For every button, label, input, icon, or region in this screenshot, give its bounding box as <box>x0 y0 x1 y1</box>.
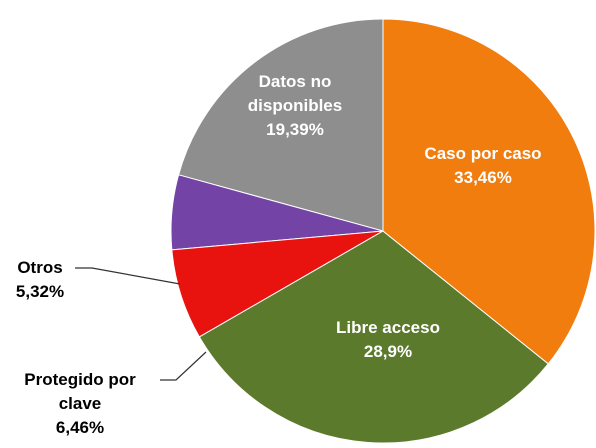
category-name: Caso por caso <box>424 144 542 163</box>
slice-label: Otros 5,32% <box>0 256 80 304</box>
pie-slice <box>198 230 549 444</box>
slice-label: Libre acceso 28,9% <box>308 316 468 364</box>
category-name: Libre acceso <box>336 318 440 337</box>
slice-label: Protegido por clave 6,46% <box>5 368 155 440</box>
category-name: Protegido por clave <box>24 370 136 413</box>
slice-label: Datos no disponibles 19,39% <box>230 70 360 142</box>
value-label: 5,32% <box>15 282 65 301</box>
category-name: Datos no disponibles <box>247 72 343 115</box>
value-label: 33,46% <box>454 168 512 187</box>
leader-line <box>75 267 181 285</box>
value-label: 28,9% <box>363 342 413 361</box>
category-name: Otros <box>17 258 63 277</box>
slice-label: Caso por caso 33,46% <box>403 142 563 190</box>
pie-slice <box>382 18 596 365</box>
leader-line <box>160 351 207 381</box>
value-label: 6,46% <box>55 418 105 437</box>
value-label: 19,39% <box>266 120 324 139</box>
pie-slice <box>177 18 384 232</box>
